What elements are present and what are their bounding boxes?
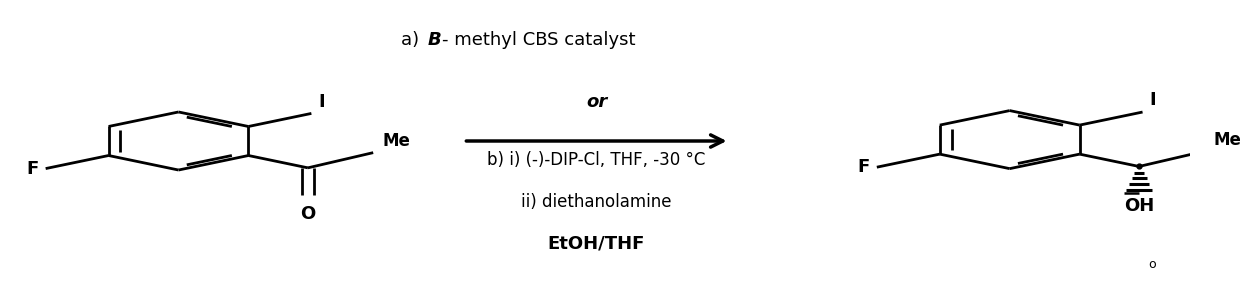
Text: OH: OH: [1123, 197, 1154, 215]
Text: I: I: [319, 93, 325, 111]
Text: Me: Me: [383, 133, 410, 150]
Text: Me: Me: [1214, 131, 1240, 149]
Text: O: O: [300, 205, 315, 223]
Text: b) i) (-)-DIP-Cl, THF, -30 °C: b) i) (-)-DIP-Cl, THF, -30 °C: [487, 151, 706, 169]
Text: I: I: [1149, 91, 1157, 109]
Text: - methyl CBS catalyst: - methyl CBS catalyst: [443, 31, 636, 49]
Text: a): a): [401, 31, 424, 49]
Text: or: or: [585, 93, 608, 111]
Text: F: F: [858, 158, 869, 176]
Text: B: B: [428, 31, 441, 49]
Text: ii) diethanolamine: ii) diethanolamine: [521, 193, 672, 211]
Text: EtOH/THF: EtOH/THF: [548, 234, 645, 252]
Text: o: o: [1148, 257, 1156, 270]
Text: F: F: [26, 160, 38, 178]
